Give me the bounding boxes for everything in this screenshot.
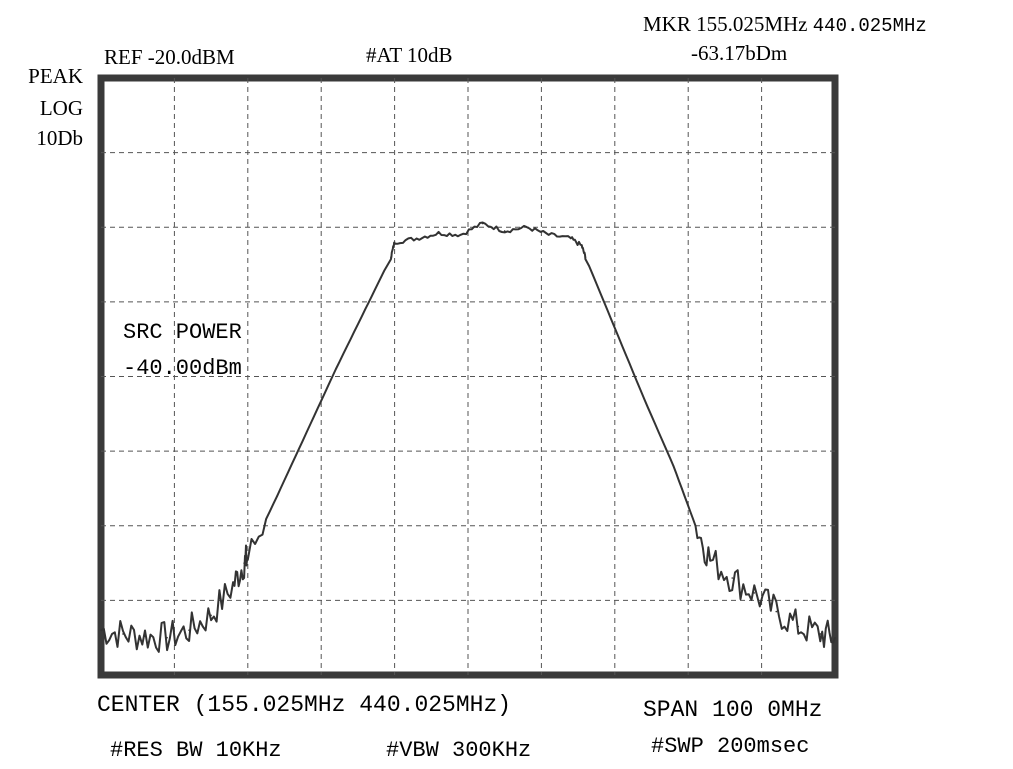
- detector-label: PEAK: [28, 64, 83, 88]
- video-bandwidth: #VBW 300KHz: [386, 738, 532, 763]
- trace-point: [276, 495, 278, 497]
- sweep-time: #SWP 200msec: [651, 734, 810, 759]
- center-frequency: CENTER (155.025MHz 440.025MHz): [97, 692, 512, 718]
- trace-point: [481, 222, 484, 225]
- trace-point: [415, 237, 418, 240]
- trace-point: [210, 614, 212, 617]
- trace-point: [188, 629, 190, 632]
- attenuation-label: #AT 10dB: [366, 43, 453, 67]
- marker-readout: MKR 155.025MHz 440.025MHz: [643, 12, 927, 37]
- trace-point: [364, 308, 367, 311]
- trace-point: [525, 226, 528, 229]
- resolution-bandwidth: #RES BW 10KHz: [110, 738, 282, 763]
- trace-point: [694, 524, 697, 527]
- trace-point: [672, 465, 675, 467]
- trace-point: [580, 245, 583, 247]
- trace-point: [643, 398, 645, 400]
- trace-point: [584, 256, 587, 258]
- trace-point: [100, 629, 102, 632]
- trace-point: [569, 237, 572, 240]
- scale-division-label: 10Db: [36, 126, 83, 150]
- source-power-label: SRC POWER: [123, 320, 242, 345]
- trace-point: [144, 635, 146, 637]
- source-power-value: -40.00dBm: [123, 356, 242, 381]
- trace-point: [547, 233, 550, 236]
- trace-point: [731, 577, 734, 579]
- trace-group: [100, 221, 836, 653]
- trace-point: [393, 241, 396, 243]
- spectrum-trace-line: [100, 221, 836, 653]
- trace-point: [753, 592, 756, 594]
- trace-point: [247, 557, 249, 559]
- trace-point: [797, 625, 800, 628]
- marker-frequency: MKR 155.025MHz: [643, 12, 808, 36]
- trace-point: [437, 232, 440, 235]
- scale-type-label: LOG: [39, 96, 83, 120]
- trace-point: [614, 327, 616, 329]
- ref-level-label: REF -20.0dBM: [104, 45, 235, 69]
- plot-grid: [101, 78, 835, 675]
- trace-point: [775, 610, 778, 613]
- trace-point: [503, 230, 506, 232]
- trace-point: [819, 633, 822, 635]
- trace-point: [243, 562, 245, 564]
- trace-point: [834, 636, 836, 639]
- trace-point: [459, 233, 462, 236]
- trace-point: [166, 636, 168, 639]
- marker-frequency-alt: 440.025MHz: [812, 15, 927, 37]
- trace-point: [335, 368, 337, 370]
- trace-point: [122, 633, 124, 635]
- trace-point: [305, 431, 308, 434]
- span-label: SPAN 100 0MHz: [643, 697, 823, 723]
- trace-point: [232, 584, 234, 587]
- trace-point: [709, 558, 712, 561]
- marker-amplitude: -63.17bDm: [691, 41, 788, 65]
- trace-point: [390, 256, 392, 258]
